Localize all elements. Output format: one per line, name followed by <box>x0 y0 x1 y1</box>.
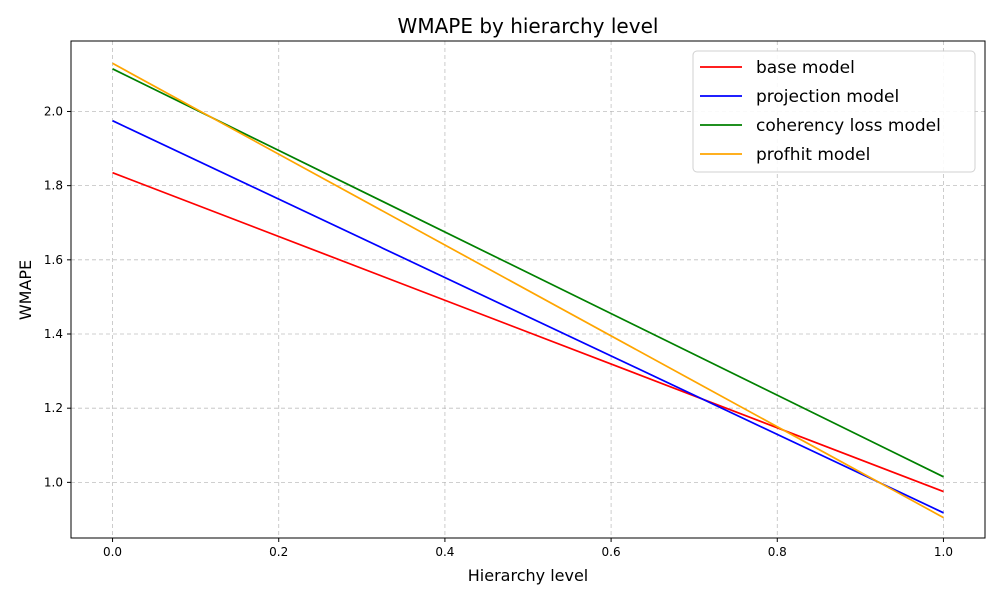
y-tick-label: 1.2 <box>44 401 63 415</box>
y-axis-label: WMAPE <box>16 260 35 320</box>
y-tick-label: 1.4 <box>44 327 63 341</box>
grid <box>71 41 985 538</box>
y-tick-label: 1.6 <box>44 253 63 267</box>
series-line-coherency-loss-model <box>112 68 944 478</box>
x-axis-label: Hierarchy level <box>468 566 588 585</box>
y-axis-ticks: 1.0 1.2 1.4 1.6 1.8 2.0 <box>44 104 71 489</box>
plot-frame <box>70 40 986 539</box>
legend-label-base-model: base model <box>756 58 855 78</box>
x-tick-label: 0.8 <box>768 545 787 559</box>
legend: base model projection model coherency loss… <box>692 50 976 173</box>
chart-title: WMAPE by hierarchy level <box>398 14 659 38</box>
x-tick-label: 1.0 <box>934 545 953 559</box>
series-group <box>112 62 944 519</box>
series-line-projection-model <box>112 119 944 514</box>
x-tick-label: 0.2 <box>269 545 288 559</box>
x-tick-label: 0.4 <box>435 545 454 559</box>
legend-box <box>692 50 976 173</box>
y-tick-label: 1.8 <box>44 179 63 193</box>
x-axis-ticks: 0.0 0.2 0.4 0.6 0.8 1.0 <box>103 538 953 559</box>
legend-label-coherency-loss-model: coherency loss model <box>756 116 941 136</box>
x-tick-label: 0.6 <box>602 545 621 559</box>
legend-label-profhit-model: profhit model <box>756 145 870 165</box>
y-tick-label: 1.0 <box>44 475 63 489</box>
series-line-profhit-model <box>112 62 944 519</box>
legend-label-projection-model: projection model <box>756 87 899 107</box>
y-tick-label: 2.0 <box>44 104 63 118</box>
x-tick-label: 0.0 <box>103 545 122 559</box>
series-line-base-model <box>112 171 944 493</box>
